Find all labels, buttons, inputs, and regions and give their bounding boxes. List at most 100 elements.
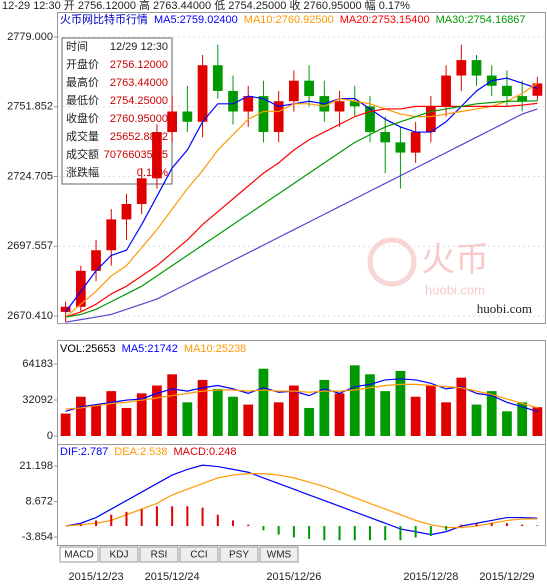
tooltip-value: 0.17% xyxy=(137,167,168,179)
candle-body xyxy=(75,270,86,307)
legend-entry: 火币网比特币行情 xyxy=(60,12,148,26)
legend-entry: DEA:2.538 xyxy=(114,446,167,458)
tab[interactable] xyxy=(259,546,299,563)
tooltip-value: 25652.8872 xyxy=(110,131,168,143)
tab[interactable] xyxy=(99,546,139,563)
bar xyxy=(212,388,223,436)
x-tick-label: 2015/12/23 xyxy=(69,571,124,583)
main-frame xyxy=(57,12,546,324)
y-tick-label: 2670.410 xyxy=(7,310,53,322)
legend-entry: DIF:2.787 xyxy=(60,446,108,458)
bar xyxy=(399,526,402,541)
line xyxy=(65,473,538,529)
bar xyxy=(140,509,143,527)
bar xyxy=(273,402,284,436)
bar xyxy=(490,523,493,527)
tab-label[interactable]: KDJ xyxy=(110,550,129,561)
site-name: huobi.com xyxy=(477,301,532,316)
bar xyxy=(75,396,86,436)
header-info: 12-29 12:30 开 2756.12000 高 2763.44000 低 … xyxy=(2,0,410,12)
bar xyxy=(349,365,360,436)
tab-label[interactable]: MACD xyxy=(64,550,93,561)
candle-body xyxy=(517,96,528,102)
bar xyxy=(232,520,235,527)
candle-body xyxy=(228,90,238,112)
bar xyxy=(353,526,356,541)
tab-label[interactable]: CCI xyxy=(190,550,207,561)
bar xyxy=(441,402,451,436)
bar xyxy=(125,511,128,527)
tab[interactable] xyxy=(219,546,259,563)
tab[interactable] xyxy=(59,546,99,563)
bar xyxy=(155,506,158,527)
candle-body xyxy=(425,106,436,133)
tooltip-value: 2763.44000 xyxy=(110,77,168,89)
bar xyxy=(216,514,219,527)
bar xyxy=(110,514,113,527)
bar xyxy=(532,407,543,436)
bar xyxy=(95,520,98,527)
bar xyxy=(197,379,208,436)
y-tick-label: 32092 xyxy=(22,394,53,406)
tab-label[interactable]: WMS xyxy=(267,550,292,561)
bar xyxy=(338,526,341,541)
bar xyxy=(91,404,101,436)
x-tick-label: 2015/12/24 xyxy=(145,571,200,583)
candle-body xyxy=(441,75,451,107)
bar xyxy=(243,404,254,436)
line xyxy=(65,100,538,318)
bar xyxy=(136,393,147,436)
tooltip-label: 涨跌幅 xyxy=(66,165,99,179)
tooltip-value: 2756.12000 xyxy=(110,59,168,71)
legend-entry: MA20:2753.15400 xyxy=(340,14,430,26)
legend-entry: MA5:2759.02400 xyxy=(154,14,238,26)
candle-body xyxy=(456,60,467,76)
y-tick-label: 64183 xyxy=(22,358,53,370)
tooltip-value: 2754.25000 xyxy=(110,95,168,107)
y-tick-label: 2779.000 xyxy=(7,31,53,43)
legend-entry: MACD:0.248 xyxy=(174,446,237,458)
legend-entry: MA10:2760.92500 xyxy=(244,14,334,26)
tooltip-label: 最高价 xyxy=(66,75,99,89)
bar xyxy=(79,524,82,527)
candle-body xyxy=(502,85,512,97)
bar xyxy=(201,507,204,527)
tooltip-value: 2760.95000 xyxy=(110,113,168,125)
bar xyxy=(277,526,280,535)
macd-frame xyxy=(57,444,546,546)
candle-body xyxy=(289,80,299,102)
x-tick-label: 2015/12/29 xyxy=(479,571,534,583)
bar xyxy=(186,506,189,527)
y-tick-label: 2697.557 xyxy=(7,240,53,252)
x-tick-label: 2015/12/26 xyxy=(266,571,321,583)
candle-body xyxy=(334,101,345,112)
bar xyxy=(106,391,117,436)
bar xyxy=(60,413,71,436)
bar xyxy=(167,374,178,436)
bar xyxy=(414,526,417,538)
candle-body xyxy=(365,106,375,133)
tab-label[interactable]: RSI xyxy=(151,550,168,561)
candle-body xyxy=(273,101,284,133)
candle-body xyxy=(258,96,269,133)
bar xyxy=(289,385,299,436)
y-tick-label: 21.198 xyxy=(19,460,53,472)
tab[interactable] xyxy=(179,546,219,563)
bar xyxy=(471,404,482,436)
legend-entry: MA10:25238 xyxy=(184,343,246,355)
bar xyxy=(365,374,375,436)
bar xyxy=(182,402,193,436)
bar xyxy=(247,524,250,527)
candle-body xyxy=(380,132,391,143)
bar xyxy=(429,526,432,536)
bar xyxy=(262,526,265,531)
tab-label[interactable]: PSY xyxy=(229,550,249,561)
watermark: 火币 huobi.com xyxy=(367,237,489,297)
candle-body xyxy=(349,101,360,107)
bar xyxy=(502,411,512,436)
tab[interactable] xyxy=(139,546,179,563)
bar xyxy=(521,524,524,527)
tooltip-value: 12/29 12:30 xyxy=(110,41,168,53)
line xyxy=(65,82,538,318)
